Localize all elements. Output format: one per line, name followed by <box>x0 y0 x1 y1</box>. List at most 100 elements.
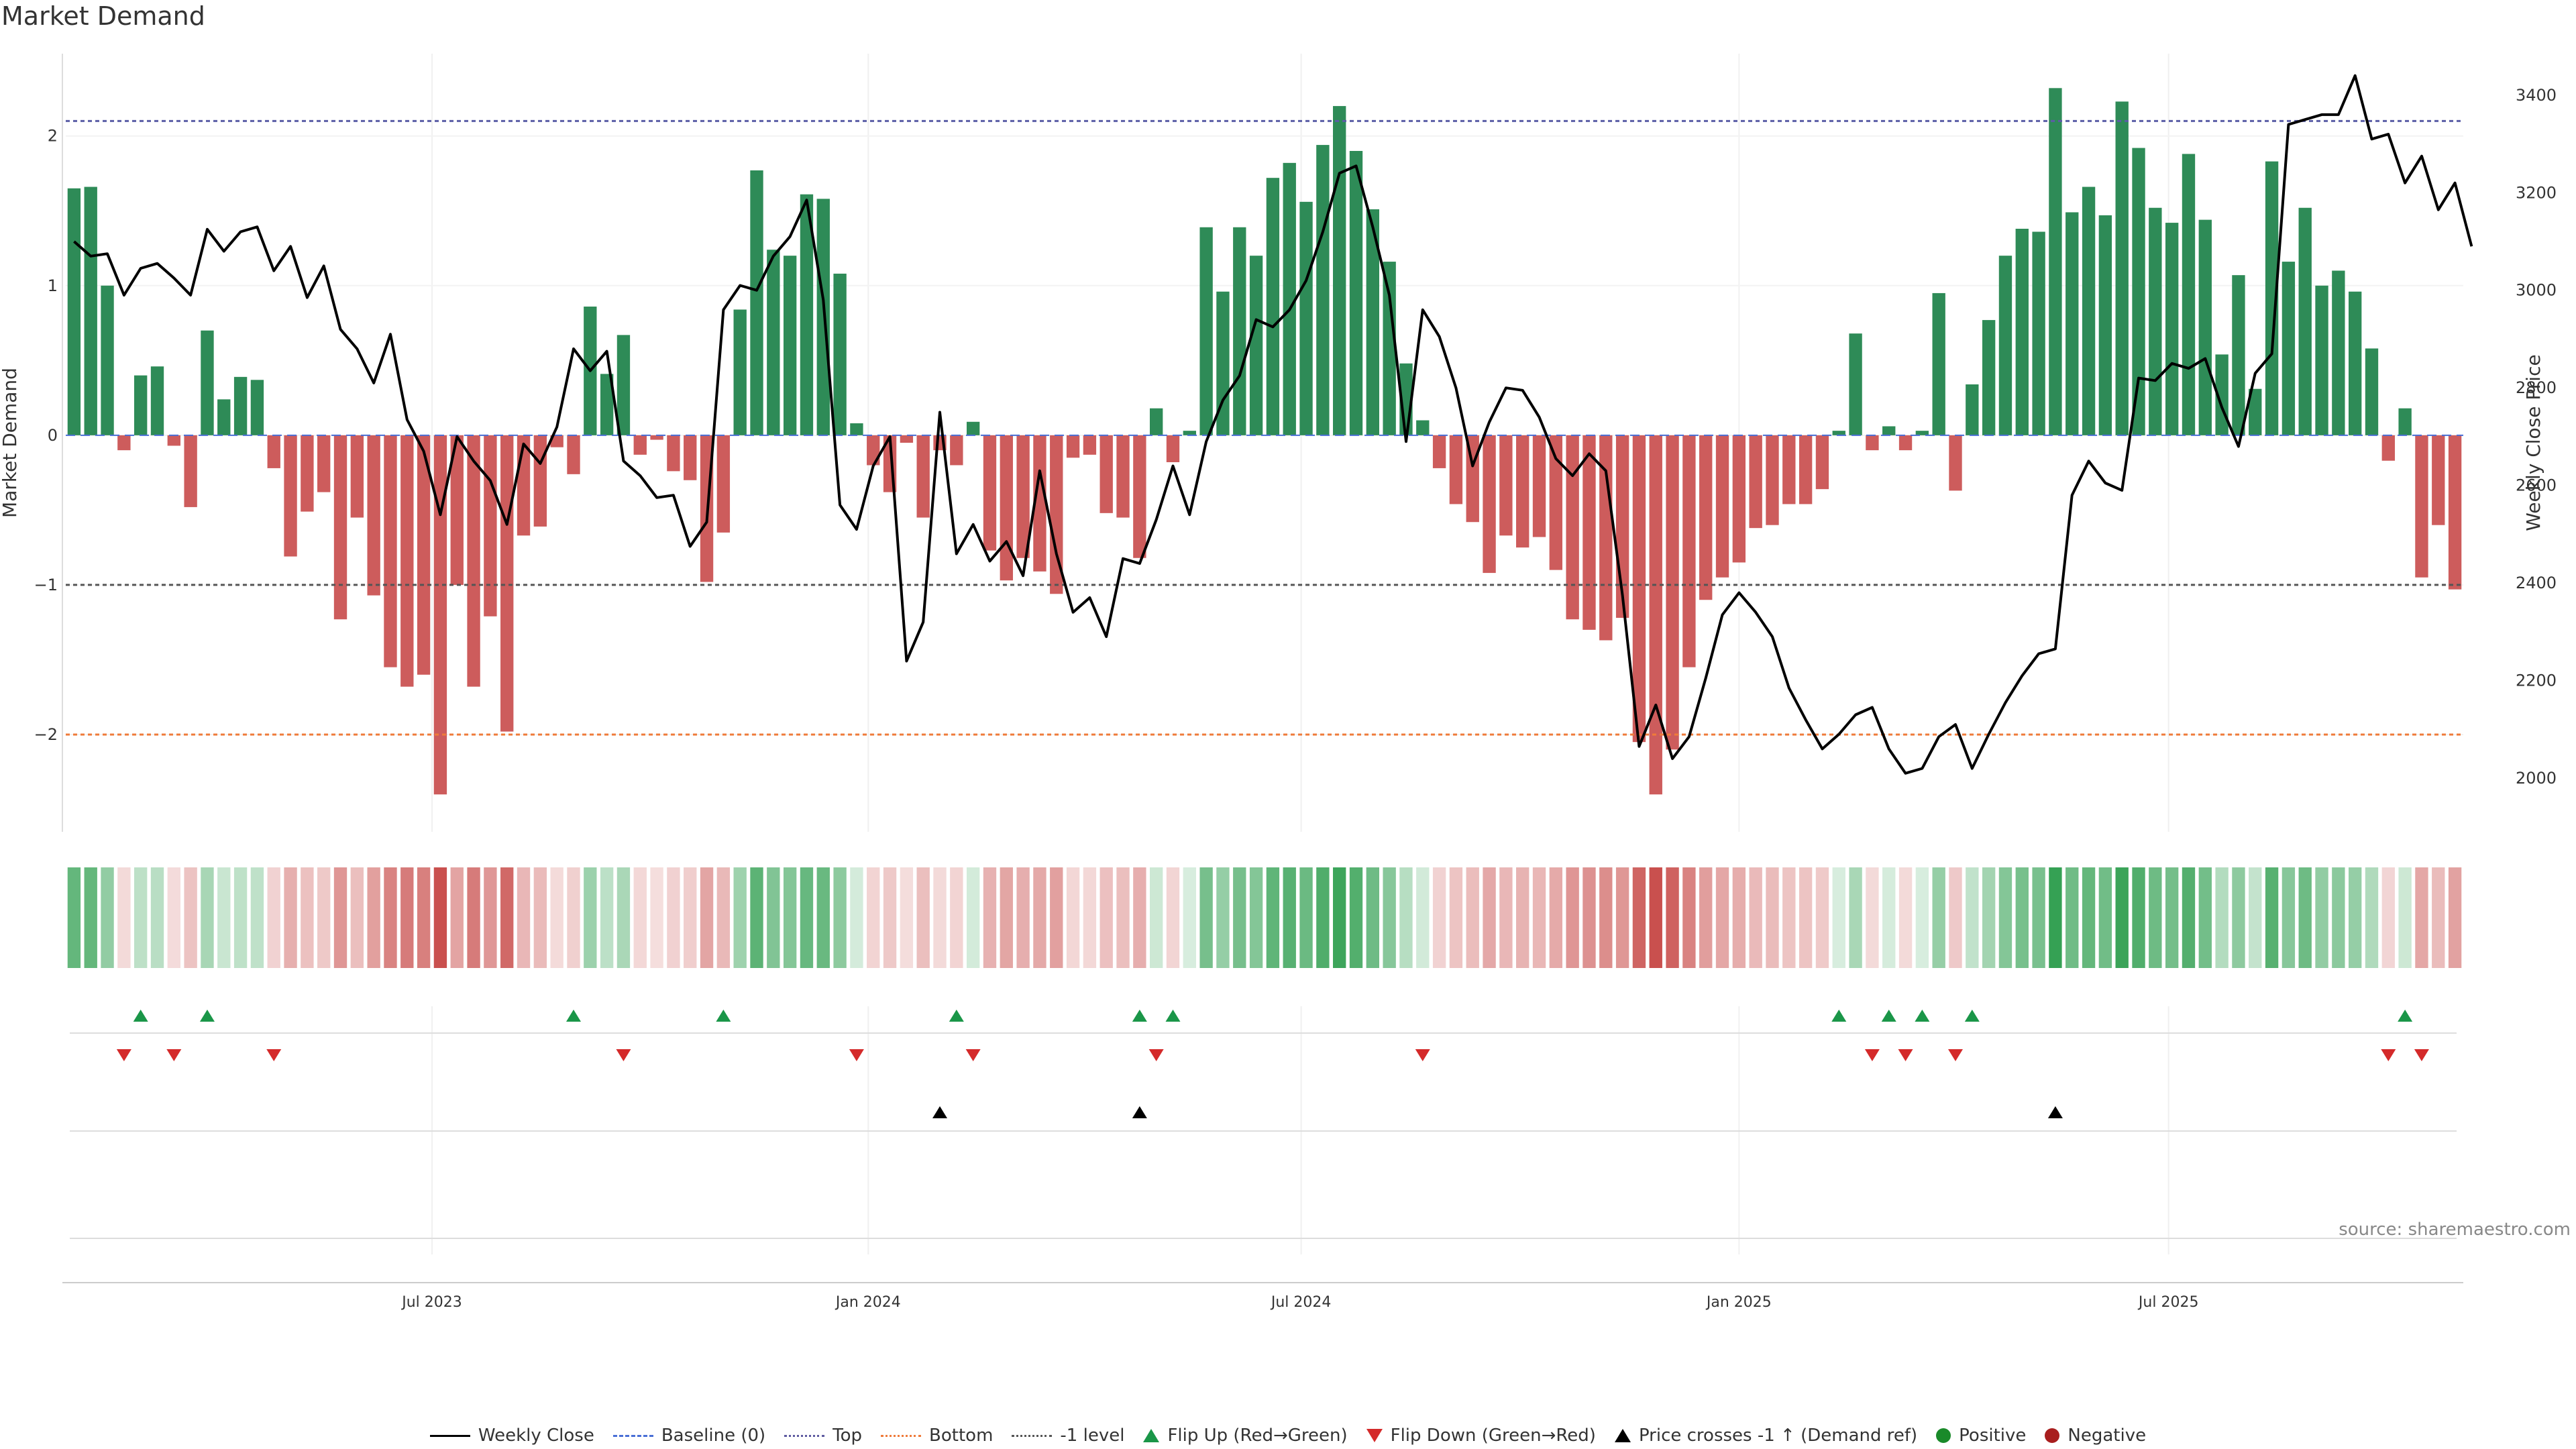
x-tick-label: Jan 2025 <box>1705 1294 1772 1311</box>
demand-bar <box>250 380 264 435</box>
demand-bar <box>2082 186 2096 435</box>
heat-strip-cell <box>684 867 697 968</box>
legend-minus-one[interactable]: -1 level <box>1012 1426 1124 1446</box>
legend-negative[interactable]: Negative <box>2045 1426 2146 1446</box>
demand-bar <box>2232 275 2245 435</box>
heat-strip-cell <box>867 867 880 968</box>
demand-bar <box>950 435 963 466</box>
heat-strip-cell <box>550 867 564 968</box>
heat-strip-cell <box>1966 867 1979 968</box>
flip-down-marker <box>1898 1049 1913 1061</box>
heat-strip-cell <box>267 867 280 968</box>
heat-strip-cell <box>1549 867 1563 968</box>
legend-weekly-close[interactable]: Weekly Close <box>429 1426 594 1446</box>
demand-bar <box>2398 408 2412 435</box>
flip-up-marker <box>1881 1010 1896 1022</box>
heat-strip-cell <box>1449 867 1463 968</box>
heat-strip-cell <box>500 867 514 968</box>
heat-strip-cell <box>1349 867 1363 968</box>
heat-strip-cell <box>517 867 531 968</box>
heat-strip-cell <box>1682 867 1696 968</box>
legend-price-cross[interactable]: Price crosses -1 ↑ (Demand ref) <box>1614 1426 1917 1446</box>
heat-strip-cell <box>1050 867 1063 968</box>
weekly-close-line <box>73 74 2473 775</box>
flip-up-marker <box>949 1010 964 1022</box>
heat-strip-cell <box>1383 867 1396 968</box>
demand-bar <box>2332 270 2345 435</box>
y-axis-label: Market Demand <box>0 368 21 518</box>
heat-strip-cell <box>1949 867 1962 968</box>
demand-bar <box>2049 88 2062 435</box>
demand-bar <box>650 435 663 440</box>
demand-bar <box>983 435 997 551</box>
demand-bar <box>1432 435 1446 468</box>
demand-bar <box>217 399 231 435</box>
flip-up-marker <box>133 1010 148 1022</box>
price-cross-marker <box>932 1106 948 1118</box>
y2-tick-label: 3400 <box>2516 86 2557 105</box>
legend-bottom[interactable]: Bottom <box>881 1426 993 1446</box>
heat-strip-cell <box>1882 867 1896 968</box>
heat-strip-cell <box>2249 867 2262 968</box>
demand-bar <box>2015 229 2029 435</box>
heat-strip-cell <box>584 867 597 968</box>
heat-strip-cell <box>1998 867 2012 968</box>
demand-bar <box>1066 435 1080 458</box>
heat-strip-cell <box>2165 867 2179 968</box>
heat-strip-cell <box>2282 867 2296 968</box>
heat-strip-cell <box>1266 867 1280 968</box>
heat-strip-cell <box>533 867 547 968</box>
legend-positive[interactable]: Positive <box>1936 1426 2026 1446</box>
flip-up-marker <box>199 1010 215 1022</box>
heat-strip-cell <box>217 867 231 968</box>
demand-bar <box>2448 435 2462 590</box>
demand-bar <box>1149 408 1163 435</box>
heat-strip-cell <box>400 867 414 968</box>
heat-strip-cell <box>201 867 214 968</box>
flip-up-marker <box>566 1010 581 1022</box>
heat-strip-cell <box>1815 867 1829 968</box>
heat-strip-cell <box>1898 867 1913 968</box>
y-tick-label: 2 <box>48 127 58 146</box>
heat-strip-cell <box>2082 867 2096 968</box>
flip-up-marker <box>716 1010 731 1022</box>
heat-strip-cell <box>67 867 81 968</box>
demand-bar <box>550 435 564 447</box>
heat-strip-cell <box>783 867 797 968</box>
demand-bar <box>900 435 914 443</box>
heat-strip-cell <box>2365 867 2379 968</box>
x-tick-label: Jul 2024 <box>1270 1294 1332 1311</box>
heat-strip-cell <box>1099 867 1113 968</box>
demand-bar <box>1383 262 1396 435</box>
demand-bar <box>67 188 81 435</box>
demand-bar <box>1166 435 1180 462</box>
demand-bar <box>1349 151 1363 435</box>
legend-flip-down[interactable]: Flip Down (Green→Red) <box>1366 1426 1596 1446</box>
demand-bar <box>1998 256 2012 435</box>
legend-baseline[interactable]: Baseline (0) <box>612 1426 765 1446</box>
demand-bar <box>400 435 414 687</box>
chart-title: Market Demand <box>1 1 205 31</box>
heat-strip-cell <box>250 867 264 968</box>
flip-up-marker <box>1964 1010 1980 1022</box>
circle-icon <box>2045 1428 2060 1443</box>
demand-bar <box>1632 435 1646 743</box>
heat-strip-cell <box>2298 867 2312 968</box>
heat-strip-cell <box>1649 867 1662 968</box>
demand-bar <box>2182 154 2196 435</box>
flip-down-marker <box>1864 1049 1880 1061</box>
demand-bar <box>2282 262 2296 435</box>
demand-bar <box>1499 435 1513 536</box>
heat-strip-cell <box>1466 867 1479 968</box>
demand-bar <box>867 435 880 466</box>
demand-bar <box>1649 435 1662 795</box>
y2-tick-label: 3000 <box>2516 281 2557 300</box>
heat-strip-cell <box>2015 867 2029 968</box>
demand-bar <box>150 366 164 435</box>
legend-label: Weekly Close <box>478 1426 594 1446</box>
legend-top[interactable]: Top <box>784 1426 862 1446</box>
flip-down-marker <box>166 1049 182 1061</box>
legend-flip-up[interactable]: Flip Up (Red→Green) <box>1143 1426 1348 1446</box>
heat-strip-cell <box>2132 867 2145 968</box>
heat-strip-cell <box>916 867 930 968</box>
